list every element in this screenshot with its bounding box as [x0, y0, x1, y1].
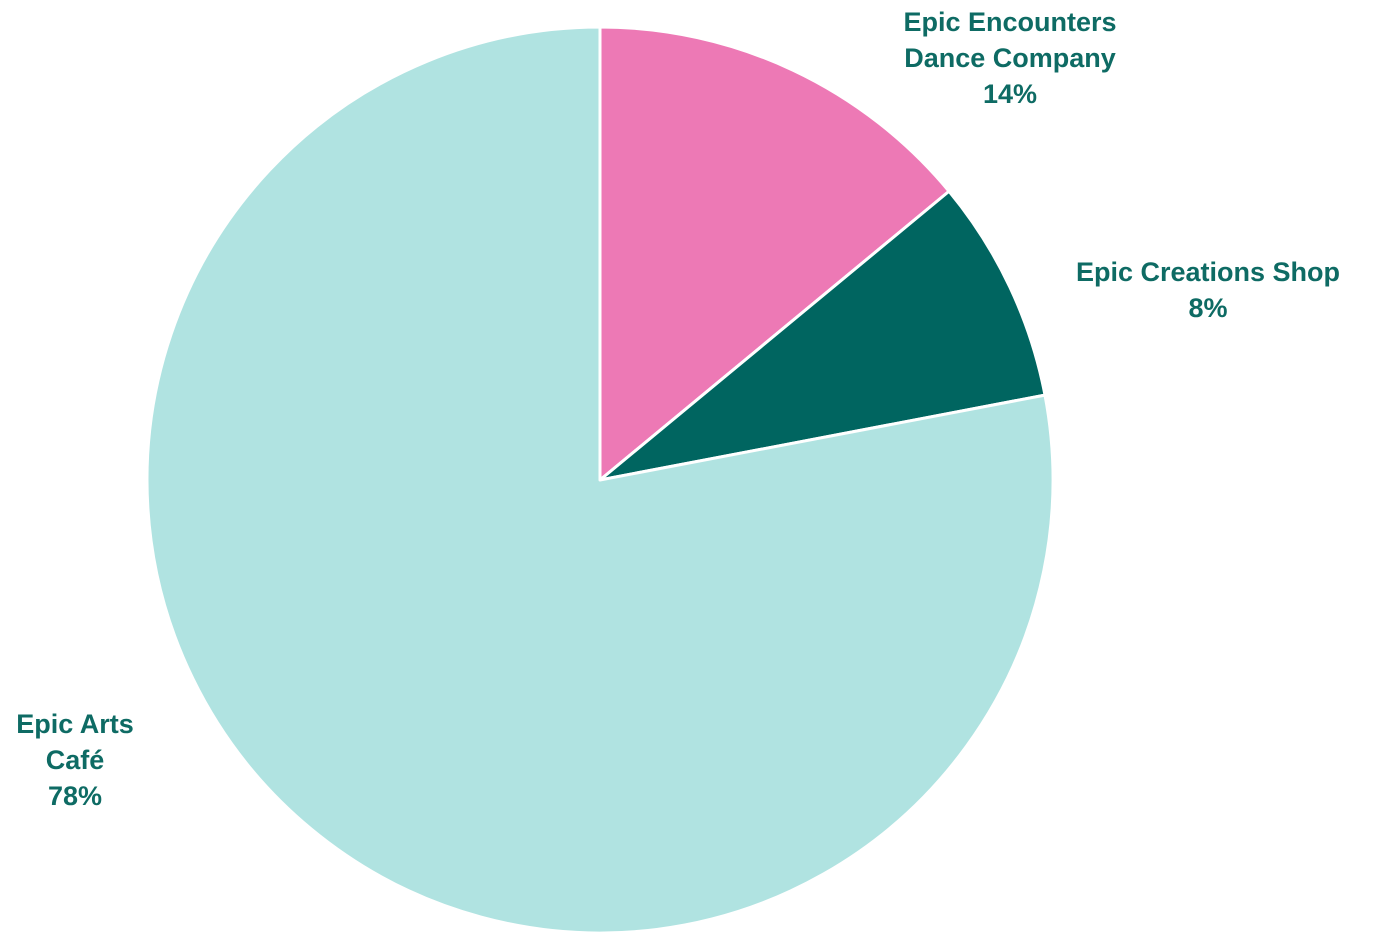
slice-name-line: Epic Creations Shop	[1075, 257, 1341, 287]
slice-name-line: Epic Arts	[16, 709, 134, 739]
slice-percent: 14%	[982, 79, 1038, 109]
slice-label-epic-arts-cafe: Epic Arts Café 78%	[0, 706, 150, 814]
slice-percent: 8%	[1188, 293, 1228, 323]
slice-percent: 78%	[47, 781, 103, 811]
slice-label-epic-creations-shop: Epic Creations Shop 8%	[1052, 254, 1364, 326]
pie-slice-epic-encounters	[598, 25, 951, 482]
slice-label-epic-encounters: Epic Encounters Dance Company 14%	[876, 4, 1144, 112]
pie-slice-epic-arts-cafe	[145, 25, 1055, 935]
slice-name-line: Epic Encounters	[903, 7, 1117, 37]
pie-slice-epic-creations-shop	[598, 189, 1047, 482]
slice-name-line: Dance Company	[904, 43, 1116, 73]
slice-name-line: Café	[45, 745, 105, 775]
